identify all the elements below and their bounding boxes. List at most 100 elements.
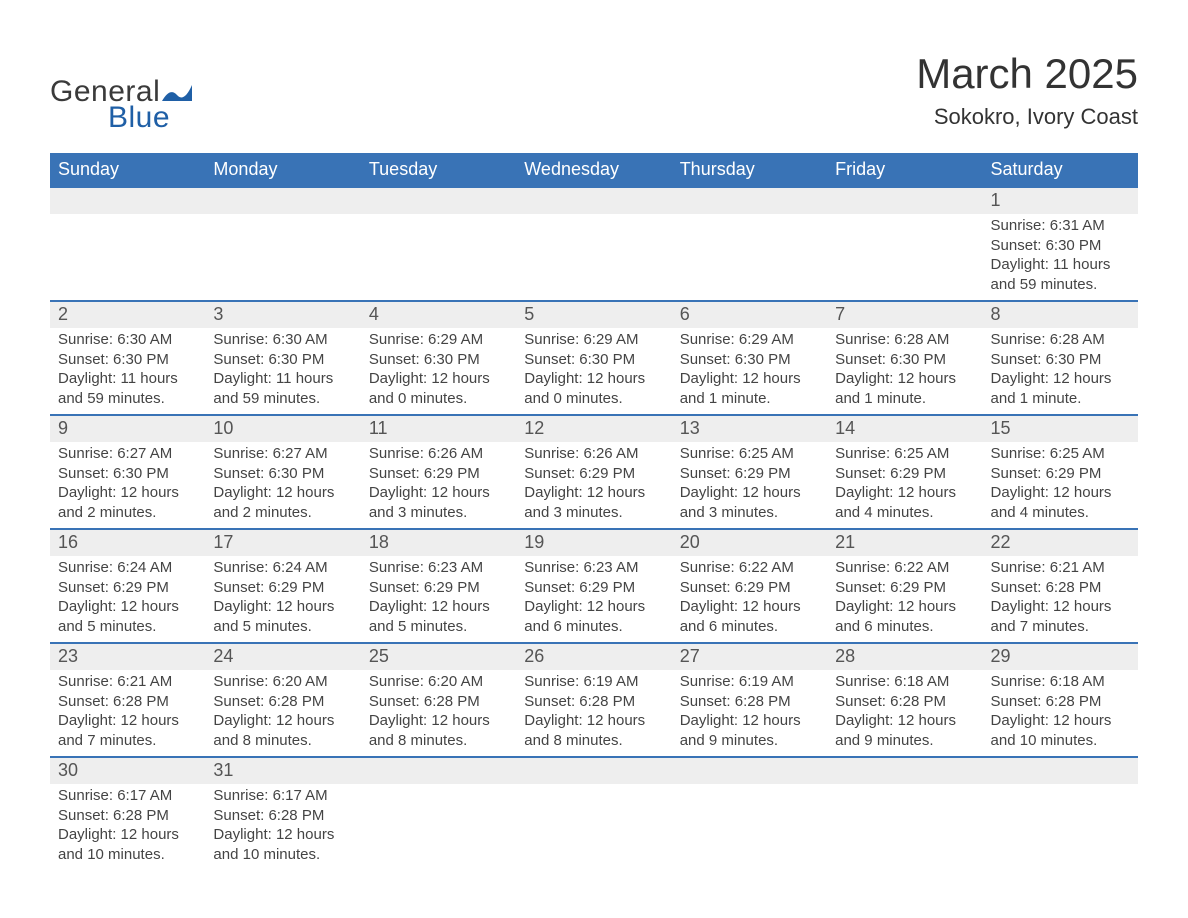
day-number: [205, 188, 360, 214]
day-number: 24: [205, 644, 360, 670]
day-number: 23: [50, 644, 205, 670]
sunrise-text: Sunrise: 6:23 AM: [524, 558, 663, 578]
day-number-cell: 15: [983, 415, 1138, 442]
daylight-text: Daylight: 12 hours and 1 minute.: [680, 369, 819, 408]
daylight-text: Daylight: 12 hours and 1 minute.: [835, 369, 974, 408]
sunrise-text: Sunrise: 6:17 AM: [213, 786, 352, 806]
week-daynum-row: 3031: [50, 757, 1138, 784]
sunset-text: Sunset: 6:30 PM: [991, 350, 1130, 370]
day-header: Sunday: [50, 153, 205, 187]
calendar-body: 1Sunrise: 6:31 AMSunset: 6:30 PMDaylight…: [50, 187, 1138, 870]
daylight-text: Daylight: 12 hours and 8 minutes.: [369, 711, 508, 750]
daylight-text: Daylight: 12 hours and 1 minute.: [991, 369, 1130, 408]
sunrise-text: Sunrise: 6:30 AM: [213, 330, 352, 350]
week-detail-row: Sunrise: 6:27 AMSunset: 6:30 PMDaylight:…: [50, 442, 1138, 529]
sunset-text: Sunset: 6:30 PM: [991, 236, 1130, 256]
day-detail-cell: Sunrise: 6:27 AMSunset: 6:30 PMDaylight:…: [50, 442, 205, 529]
sunset-text: Sunset: 6:28 PM: [58, 806, 197, 826]
daylight-text: Daylight: 12 hours and 2 minutes.: [213, 483, 352, 522]
calendar-table: Sunday Monday Tuesday Wednesday Thursday…: [50, 153, 1138, 870]
day-number-cell: [827, 757, 982, 784]
day-detail: [983, 784, 1138, 810]
sunset-text: Sunset: 6:28 PM: [835, 692, 974, 712]
day-detail-cell: [516, 784, 671, 870]
daylight-text: Daylight: 12 hours and 10 minutes.: [991, 711, 1130, 750]
wave-icon: [162, 83, 192, 103]
day-number: 9: [50, 416, 205, 442]
day-detail: Sunrise: 6:25 AMSunset: 6:29 PMDaylight:…: [672, 442, 827, 528]
day-number-cell: 12: [516, 415, 671, 442]
day-number: [672, 188, 827, 214]
day-detail-cell: Sunrise: 6:28 AMSunset: 6:30 PMDaylight:…: [983, 328, 1138, 415]
week-daynum-row: 2345678: [50, 301, 1138, 328]
day-detail-cell: Sunrise: 6:29 AMSunset: 6:30 PMDaylight:…: [672, 328, 827, 415]
day-number-cell: 19: [516, 529, 671, 556]
day-detail-cell: Sunrise: 6:30 AMSunset: 6:30 PMDaylight:…: [205, 328, 360, 415]
day-detail-cell: Sunrise: 6:25 AMSunset: 6:29 PMDaylight:…: [983, 442, 1138, 529]
day-detail-cell: Sunrise: 6:29 AMSunset: 6:30 PMDaylight:…: [361, 328, 516, 415]
day-detail-cell: Sunrise: 6:24 AMSunset: 6:29 PMDaylight:…: [205, 556, 360, 643]
sunset-text: Sunset: 6:29 PM: [991, 464, 1130, 484]
month-title: March 2025: [916, 50, 1138, 98]
day-detail-cell: [205, 214, 360, 301]
sunset-text: Sunset: 6:28 PM: [524, 692, 663, 712]
day-detail: Sunrise: 6:19 AMSunset: 6:28 PMDaylight:…: [516, 670, 671, 756]
day-detail-cell: [361, 214, 516, 301]
week-detail-row: Sunrise: 6:24 AM Sunset: 6:29 PM Daylight:…: [50, 556, 1138, 643]
day-number-cell: 28: [827, 643, 982, 670]
day-number-cell: 11: [361, 415, 516, 442]
day-detail: Sunrise: 6:17 AMSunset: 6:28 PMDaylight:…: [50, 784, 205, 870]
day-detail: [50, 214, 205, 240]
day-header: Friday: [827, 153, 982, 187]
daylight-text: Daylight: 12 hours and 2 minutes.: [58, 483, 197, 522]
week-detail-row: Sunrise: 6:17 AMSunset: 6:28 PMDaylight:…: [50, 784, 1138, 870]
day-number-cell: 5: [516, 301, 671, 328]
daylight-text: Daylight: 12 hours and 9 minutes.: [835, 711, 974, 750]
day-number-cell: 10: [205, 415, 360, 442]
day-number-cell: 4: [361, 301, 516, 328]
sunrise-text: Sunrise: 6:31 AM: [991, 216, 1130, 236]
day-detail: Sunrise: 6:24 AMSunset: 6:29 PMDaylight:…: [50, 556, 205, 642]
sunrise-text: Sunrise: 6:27 AM: [58, 444, 197, 464]
day-detail: [361, 784, 516, 810]
sunrise-text: Sunrise: 6:30 AM: [58, 330, 197, 350]
day-number-cell: 3: [205, 301, 360, 328]
day-detail: Sunrise: 6:24 AMSunset: 6:29 PMDaylight:…: [205, 556, 360, 642]
day-detail-cell: Sunrise: 6:27 AMSunset: 6:30 PMDaylight:…: [205, 442, 360, 529]
day-number-cell: 22: [983, 529, 1138, 556]
day-detail: Sunrise: 6:18 AMSunset: 6:28 PMDaylight:…: [983, 670, 1138, 756]
sunset-text: Sunset: 6:28 PM: [58, 692, 197, 712]
day-number-cell: 25: [361, 643, 516, 670]
sunrise-text: Sunrise: 6:18 AM: [991, 672, 1130, 692]
day-detail: Sunrise: 6:25 AMSunset: 6:29 PMDaylight:…: [983, 442, 1138, 528]
sunrise-text: Sunrise: 6:17 AM: [58, 786, 197, 806]
day-detail-cell: [361, 784, 516, 870]
day-detail: Sunrise: 6:28 AMSunset: 6:30 PMDaylight:…: [983, 328, 1138, 414]
daylight-text: Daylight: 12 hours and 3 minutes.: [680, 483, 819, 522]
sunrise-text: Sunrise: 6:24 AM: [58, 558, 197, 578]
sunset-text: Sunset: 6:30 PM: [58, 350, 197, 370]
sunrise-text: Sunrise: 6:26 AM: [369, 444, 508, 464]
day-detail-cell: Sunrise: 6:26 AMSunset: 6:29 PMDaylight:…: [361, 442, 516, 529]
day-detail-cell: Sunrise: 6:29 AMSunset: 6:30 PMDaylight:…: [516, 328, 671, 415]
day-detail: Sunrise: 6:27 AMSunset: 6:30 PMDaylight:…: [205, 442, 360, 528]
day-number: 31: [205, 758, 360, 784]
sunrise-text: Sunrise: 6:25 AM: [991, 444, 1130, 464]
day-detail-cell: Sunrise: 6:21 AMSunset: 6:28 PMDaylight:…: [50, 670, 205, 757]
day-number: 7: [827, 302, 982, 328]
day-number: 21: [827, 530, 982, 556]
day-detail: Sunrise: 6:20 AMSunset: 6:28 PMDaylight:…: [205, 670, 360, 756]
day-header: Thursday: [672, 153, 827, 187]
daylight-text: Daylight: 12 hours and 5 minutes.: [369, 597, 508, 636]
day-detail: Sunrise: 6:26 AMSunset: 6:29 PMDaylight:…: [516, 442, 671, 528]
daylight-text: Daylight: 12 hours and 9 minutes.: [680, 711, 819, 750]
day-number: [516, 188, 671, 214]
sunset-text: Sunset: 6:29 PM: [680, 578, 819, 598]
week-daynum-row: 16171819202122: [50, 529, 1138, 556]
sunrise-text: Sunrise: 6:25 AM: [680, 444, 819, 464]
sunrise-text: Sunrise: 6:28 AM: [991, 330, 1130, 350]
day-detail: Sunrise: 6:29 AMSunset: 6:30 PMDaylight:…: [361, 328, 516, 414]
week-detail-row: Sunrise: 6:21 AMSunset: 6:28 PMDaylight:…: [50, 670, 1138, 757]
day-detail: [827, 784, 982, 810]
day-detail-cell: Sunrise: 6:25 AMSunset: 6:29 PMDaylight:…: [827, 442, 982, 529]
